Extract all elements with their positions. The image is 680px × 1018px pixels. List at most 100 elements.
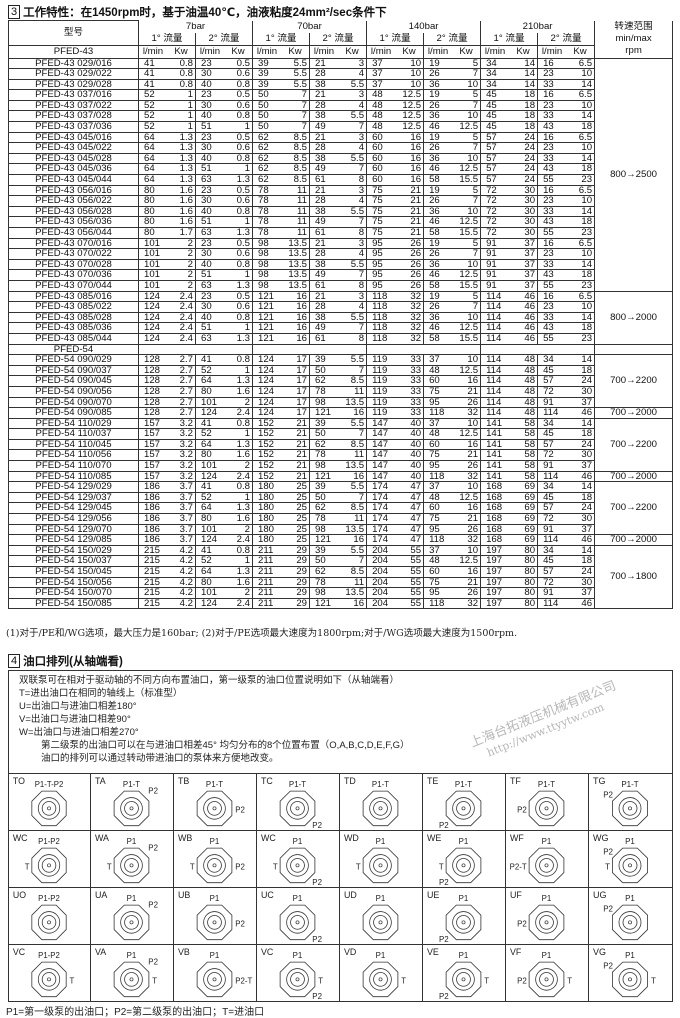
- flow-lmin-cell: 62: [309, 375, 339, 387]
- flow-lmin-cell: 60: [366, 174, 396, 186]
- flow-lmin-cell: 26: [423, 248, 453, 260]
- flow-lmin-cell: 80: [195, 449, 224, 462]
- power-kw-cell: 0.8: [167, 57, 196, 70]
- shaft-circle: [207, 972, 222, 987]
- flow-lmin-cell: 63: [195, 279, 224, 292]
- power-kw-cell: 0.8: [224, 258, 254, 271]
- power-kw-cell: 0.8: [224, 354, 254, 366]
- table-row: PFED-54 110/045 157 3.2 64 1.3 152 21 62 8.5 147 4…: [8, 438, 673, 451]
- power-kw-cell: 10: [566, 195, 596, 207]
- power-kw-cell: 0.8: [224, 78, 254, 91]
- power-kw-cell: 14: [566, 205, 596, 218]
- flange-circle: [535, 854, 558, 877]
- flow-lmin-cell: 211: [252, 587, 282, 599]
- power-kw-cell: 24: [509, 152, 539, 165]
- flow-lmin-cell: 180: [252, 481, 282, 493]
- flow-lmin-cell: 95: [366, 269, 396, 281]
- port-label: P2: [376, 829, 386, 830]
- flange-circle: [618, 968, 642, 991]
- model-cell: PFED-54 110/029: [8, 417, 139, 430]
- flow-lmin-cell: 78: [252, 216, 282, 228]
- power-kw-cell: 0.8: [167, 68, 196, 80]
- power-kw-cell: 1.3: [224, 375, 254, 387]
- power-kw-cell: 32: [452, 597, 482, 610]
- port-description: 双联泵可在相对于驱动轴的不同方向布置油口，第一级泵的油口位置说明如下（从轴端看）…: [19, 674, 410, 765]
- port-label: P2: [148, 844, 158, 853]
- flow-lmin-cell: 45: [537, 364, 567, 377]
- flow-lmin-cell: 95: [423, 396, 453, 409]
- flow-lmin-cell: 39: [252, 78, 282, 91]
- group-name: PFED-54: [8, 343, 139, 356]
- power-kw-cell: 40: [395, 470, 425, 483]
- power-kw-cell: 12.5: [395, 99, 425, 112]
- model-cell: PFED-43 070/028: [8, 258, 139, 271]
- flow-lmin-cell: 64: [138, 152, 167, 165]
- port-label: P2: [439, 935, 449, 944]
- flow-lmin-cell: 39: [309, 481, 339, 493]
- power-kw-cell: 13.5: [281, 279, 311, 292]
- power-kw-cell: 4.2: [167, 566, 196, 578]
- flow-lmin-cell: 58: [423, 174, 453, 186]
- flow-lmin-cell: 91: [480, 269, 510, 281]
- power-kw-cell: 3.7: [167, 523, 196, 536]
- flow-lmin-cell: 204: [366, 544, 396, 557]
- port-diagram-vg: VG P1 P2 T: [589, 945, 672, 1002]
- speed-range-cell: 700→1800: [594, 544, 674, 610]
- power-kw-cell: 6.5: [566, 290, 596, 303]
- flow-lmin-cell: 98: [252, 279, 282, 292]
- power-kw-cell: 32: [452, 534, 482, 546]
- flow-lmin-cell: 34: [537, 354, 567, 366]
- flow-lmin-cell: 186: [138, 481, 167, 493]
- port-label: T: [212, 943, 217, 944]
- power-kw-cell: 5.5: [338, 544, 368, 557]
- power-kw-cell: 21: [281, 460, 311, 472]
- flange-circle: [120, 911, 143, 934]
- shaft-circle: [539, 858, 554, 873]
- flow-lmin-cell: 174: [366, 523, 396, 536]
- speed-header-line3: rpm: [594, 45, 674, 59]
- power-kw-cell: 18: [509, 121, 539, 133]
- power-kw-cell: 26: [395, 237, 425, 250]
- power-kw-cell: 18: [566, 163, 596, 176]
- flow-lmin-cell: 147: [366, 460, 396, 472]
- shaft-center: [129, 977, 134, 982]
- flow-lmin-cell: 55: [537, 227, 567, 239]
- shaft-circle: [124, 858, 139, 873]
- flow-lmin-cell: 45: [537, 555, 567, 567]
- pump-body-octagon: [528, 904, 565, 941]
- flange-circle: [37, 911, 61, 934]
- flow-lmin-cell: 147: [366, 417, 396, 430]
- power-kw-cell: 25: [281, 534, 311, 546]
- power-kw-cell: 0.8: [224, 544, 254, 557]
- power-kw-cell: 1: [224, 364, 254, 377]
- power-kw-cell: 5.5: [338, 152, 368, 165]
- power-kw-cell: 3: [338, 290, 368, 303]
- power-kw-cell: 24: [509, 163, 539, 176]
- power-kw-cell: 17: [281, 407, 311, 419]
- power-kw-cell: 55: [395, 544, 425, 557]
- unit-lmin-header: l/min: [480, 44, 510, 59]
- pressure-7bar-header: 7bar: [137, 20, 254, 33]
- flow-lmin-cell: 37: [423, 417, 453, 430]
- flow-lmin-cell: 62: [309, 502, 339, 515]
- flow-lmin-cell: 98: [252, 237, 282, 250]
- power-kw-cell: 46: [509, 290, 539, 303]
- power-kw-cell: 13.5: [281, 248, 311, 260]
- port-label: P1-P2: [38, 894, 60, 903]
- flow-lmin-cell: 28: [309, 142, 339, 154]
- desc-line: 第二级泵的出油口可以在与进油口相差45° 均匀分布的8个位置布置（O,A,B,C…: [41, 740, 410, 751]
- flow-lmin-cell: 21: [309, 290, 339, 303]
- flange-circle: [369, 854, 392, 877]
- port-diagram-vc: VC P1-P2 T: [8, 945, 91, 1002]
- power-kw-cell: 1.3: [167, 163, 196, 176]
- power-kw-cell: 13.5: [338, 460, 368, 472]
- shaft-circle: [41, 858, 57, 873]
- flow-lmin-cell: 51: [195, 163, 224, 176]
- shaft-center: [378, 977, 383, 982]
- shaft-circle: [290, 915, 305, 930]
- desc-line: 油口的排列可以通过转动带进油口的泵体来方便地改变。: [41, 753, 279, 764]
- shaft-center: [212, 920, 217, 925]
- power-kw-cell: 21: [281, 438, 311, 451]
- power-kw-cell: 0.5: [224, 89, 254, 101]
- flow-lmin-cell: 114: [480, 407, 510, 419]
